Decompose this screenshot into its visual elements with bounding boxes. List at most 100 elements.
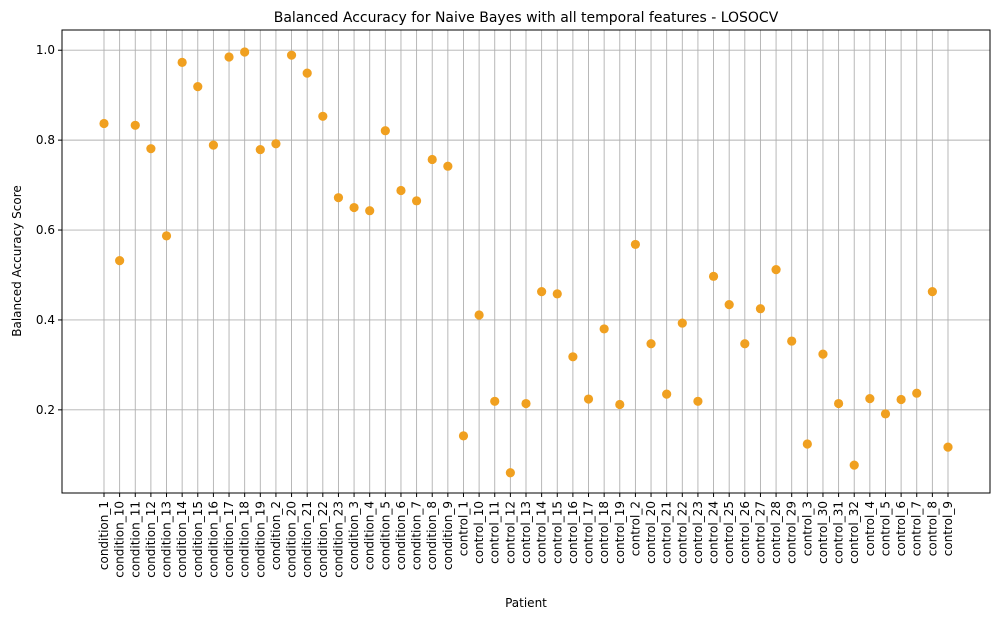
x-tick-label: control_20 (644, 501, 658, 564)
chart-title: Balanced Accuracy for Naive Bayes with a… (274, 10, 779, 26)
x-tick-label: control_1 (456, 501, 470, 556)
data-point (880, 409, 891, 419)
x-tick-label: condition_18 (238, 501, 252, 578)
plot-frame (61, 29, 991, 494)
data-point (708, 271, 719, 281)
x-tick-label: control_8 (925, 501, 939, 556)
x-tick-label: condition_10 (113, 501, 127, 578)
x-tick-label: control_18 (597, 501, 611, 564)
data-point (115, 256, 125, 266)
data-point (208, 140, 219, 150)
data-point (896, 394, 906, 405)
x-axis-label: Patient (505, 596, 547, 610)
x-tick-label: control_7 (910, 501, 924, 556)
x-tick-label: control_21 (660, 501, 674, 564)
data-point (161, 231, 172, 241)
data-point (646, 339, 656, 349)
x-tick-label: condition_19 (253, 501, 267, 578)
data-point (662, 389, 672, 399)
data-point (271, 139, 281, 149)
x-tick-label: control_14 (535, 501, 549, 564)
data-point (490, 396, 500, 406)
data-point (865, 394, 875, 404)
x-tick-label: control_29 (785, 501, 799, 564)
x-tick-label: control_19 (613, 501, 627, 564)
x-tick-label: condition_23 (331, 501, 345, 578)
data-point (177, 57, 187, 67)
data-point (427, 154, 437, 165)
data-point (396, 185, 406, 196)
data-point (99, 118, 109, 129)
data-point (333, 193, 344, 203)
y-tick-label: 0.8 (36, 133, 55, 147)
data-point (833, 398, 844, 409)
y-tick-label: 0.6 (36, 223, 55, 237)
grid-layer (62, 30, 990, 493)
x-tick-label: control_2 (628, 501, 642, 556)
x-tick-label: condition_15 (191, 501, 205, 578)
x-tick-label: control_13 (519, 501, 533, 564)
x-tick-label: control_3 (800, 501, 814, 556)
x-tick-label: control_11 (488, 501, 502, 564)
data-point (505, 468, 515, 478)
data-point (927, 287, 937, 297)
data-point (130, 120, 140, 130)
data-point (849, 460, 859, 470)
x-tick-label: condition_14 (175, 501, 189, 578)
x-tick-label: condition_20 (285, 501, 299, 578)
x-tick-label: condition_11 (128, 501, 142, 578)
y-tick-label: 1.0 (36, 43, 55, 57)
data-point (224, 52, 234, 62)
data-point (599, 324, 609, 334)
data-point (286, 50, 297, 60)
x-tick-label: condition_13 (160, 501, 174, 578)
data-point (365, 206, 375, 216)
x-tick-label: condition_9 (441, 501, 455, 570)
x-tick-label: control_24 (707, 501, 721, 564)
x-tick-label: condition_16 (206, 501, 220, 578)
data-point (615, 399, 625, 410)
x-tick-label: control_16 (566, 501, 580, 564)
x-tick-label: condition_17 (222, 501, 236, 578)
data-point (255, 144, 265, 155)
y-axis: 0.2 0.4 0.6 0.8 1.0 (36, 43, 62, 417)
data-point (474, 310, 484, 320)
x-tick-label: control_28 (769, 501, 783, 564)
data-point (302, 68, 312, 78)
x-tick-label: control_31 (832, 501, 846, 564)
data-point (912, 388, 922, 398)
data-point (630, 239, 641, 250)
x-tick-label: control_23 (691, 501, 705, 564)
data-point (521, 398, 531, 409)
data-point (787, 336, 797, 346)
data-point (349, 202, 359, 213)
x-tick-label: control_6 (894, 501, 908, 556)
data-point (802, 439, 812, 449)
x-tick-label: control_27 (753, 501, 767, 564)
data-point (677, 318, 687, 328)
y-axis-label: Balanced Accuracy Score (10, 185, 24, 337)
data-point (552, 289, 562, 299)
data-point (771, 264, 781, 275)
data-point (537, 287, 547, 297)
data-point (693, 396, 703, 406)
data-points (99, 47, 953, 478)
data-point (724, 300, 734, 310)
x-tick-label: condition_4 (363, 501, 377, 570)
y-tick-label: 0.4 (36, 313, 55, 327)
data-point (740, 339, 750, 349)
x-tick-label: control_22 (675, 501, 689, 564)
x-tick-label: condition_8 (425, 501, 439, 570)
x-tick-label: control_9 (941, 501, 955, 556)
x-tick-label: condition_2 (269, 501, 283, 570)
x-tick-label: control_17 (582, 501, 596, 564)
y-tick-label: 0.2 (36, 403, 55, 417)
x-tick-label: control_26 (738, 501, 752, 564)
data-point (318, 111, 328, 121)
data-point (568, 352, 578, 362)
x-tick-label: condition_1 (97, 501, 111, 570)
data-point (193, 82, 203, 92)
data-point (240, 47, 250, 57)
x-tick-label: control_15 (550, 501, 564, 564)
